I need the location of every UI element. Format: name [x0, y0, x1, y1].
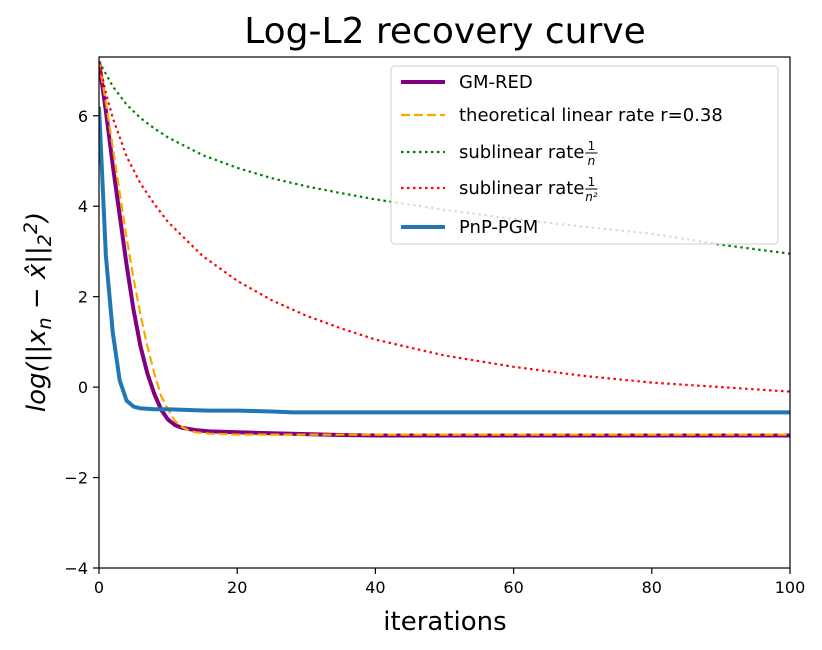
x-axis-title: iterations	[383, 607, 506, 637]
y-tick-label: 2	[78, 288, 88, 307]
y-tick-label: −4	[64, 559, 88, 578]
x-tick-label: 60	[503, 578, 523, 597]
legend-label-theoretical-linear-rate-r-0-38: theoretical linear rate r=0.38	[459, 105, 723, 126]
series-line-pnp-pgm	[99, 106, 790, 415]
legend-fraction-denominator: n	[588, 154, 596, 168]
x-tick-label: 40	[365, 578, 385, 597]
plot-frame	[98, 56, 791, 569]
x-tick-label: 100	[775, 578, 806, 597]
y-tick-label: −2	[64, 469, 88, 488]
y-tick-label: 6	[78, 107, 88, 126]
legend-fraction-denominator: n²	[585, 190, 598, 204]
x-tick-label: 80	[642, 578, 662, 597]
series-line-gm-red	[99, 61, 790, 438]
series-line-sublinear-rate-1-n	[99, 60, 790, 255]
legend-fraction-numerator: 1	[588, 139, 596, 153]
y-tick-label: 0	[78, 378, 88, 397]
legend-label-pnp-pgm: PnP-PGM	[459, 217, 538, 238]
series-line-sublinear-rate-1-n	[99, 61, 790, 393]
x-tick-label: 0	[94, 578, 104, 597]
series-line-theoretical-linear-rate-r-0-38	[99, 61, 790, 436]
chart-title: Log-L2 recovery curve	[244, 11, 646, 52]
ticks-layer: 0 20 40 60 80 100 −4 −2 0 2 4 6	[64, 107, 805, 597]
x-tick-label: 20	[227, 578, 247, 597]
legend-fraction-numerator: 1	[588, 175, 596, 189]
legend-box	[390, 65, 779, 245]
legend-label-gm-red: GM-RED	[459, 72, 533, 93]
legend-label-sublinear-rate-1-n: sublinear rate	[459, 178, 584, 199]
y-tick-label: 4	[78, 197, 88, 216]
legend-label-sublinear-rate-1-n: sublinear rate	[459, 142, 584, 163]
legend: GM-RED theoretical linear rate r=0.38 subl…	[390, 65, 779, 245]
y-axis-title: log(||xn − x̂||22)	[20, 212, 56, 412]
series-layer	[99, 60, 790, 438]
